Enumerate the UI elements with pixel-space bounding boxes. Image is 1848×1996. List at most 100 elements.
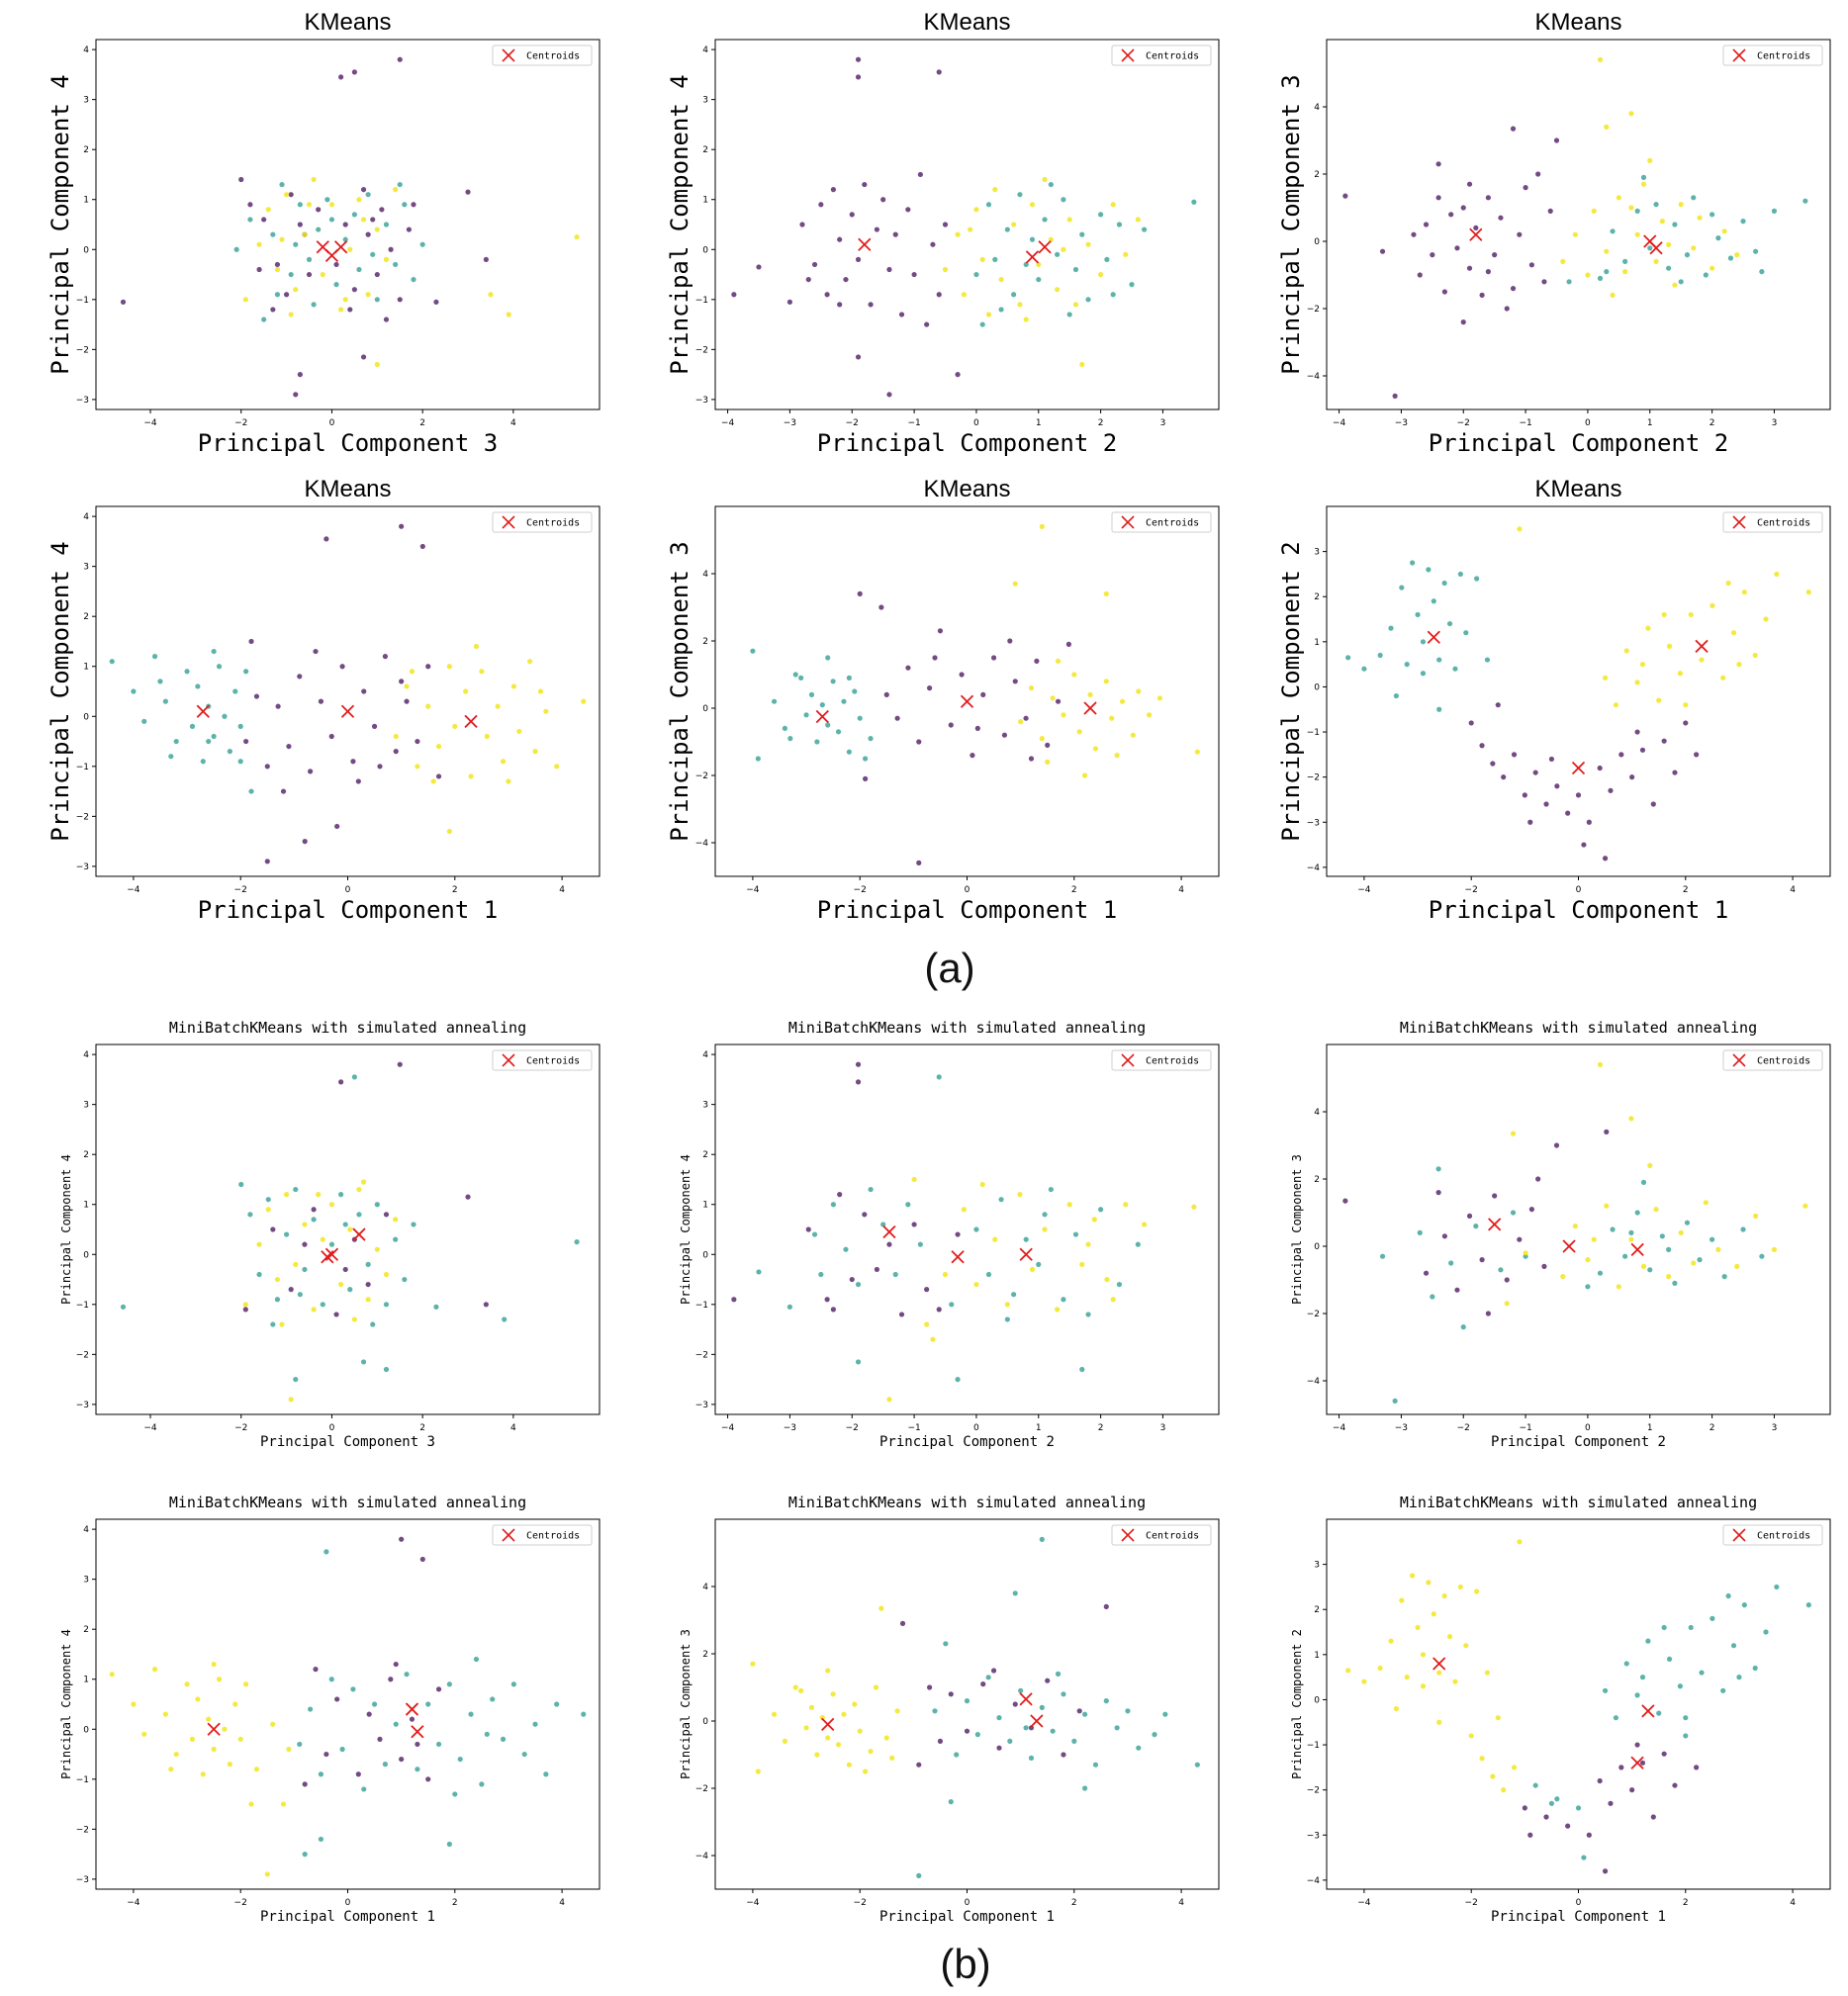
data-point-yellow (1039, 736, 1045, 742)
data-point-teal (1039, 1704, 1045, 1710)
data-point-teal (843, 1246, 849, 1252)
data-point-teal (1079, 1366, 1085, 1373)
data-point-teal (1141, 227, 1148, 232)
x-tick-label: 4 (510, 418, 516, 428)
data-point-teal (306, 256, 313, 262)
y-tick-label: 4 (702, 1050, 708, 1060)
data-point-yellow (803, 1725, 809, 1731)
x-tick-label: −2 (234, 1898, 247, 1908)
x-tick-label: −3 (1395, 418, 1408, 428)
data-point-teal (996, 1715, 1002, 1721)
data-point-teal (227, 749, 232, 755)
data-point-purple (1392, 393, 1398, 399)
data-point-yellow (955, 231, 961, 237)
data-point-yellow (819, 1715, 825, 1721)
data-point-teal (1023, 261, 1029, 268)
data-point-yellow (500, 759, 507, 765)
data-point-teal (279, 181, 285, 188)
data-point-purple (1554, 783, 1560, 789)
data-point-teal (256, 1271, 262, 1278)
data-point-purple (1639, 1760, 1646, 1766)
y-tick-label: 2 (83, 612, 89, 622)
data-point-teal (1661, 1624, 1667, 1631)
data-point-yellow (463, 688, 469, 694)
data-point-purple (1629, 774, 1635, 780)
data-point-purple (1034, 658, 1040, 665)
data-point-purple (731, 1297, 737, 1303)
data-point-purple (818, 202, 824, 208)
centroid-marker (815, 709, 829, 724)
data-point-yellow (808, 1704, 815, 1710)
centroid-marker (1025, 250, 1040, 264)
data-point-purple (855, 74, 862, 80)
data-point-purple (932, 655, 938, 661)
data-point-teal (1645, 1638, 1651, 1644)
y-tick-label: 4 (83, 45, 89, 55)
data-point-purple (248, 638, 254, 645)
legend-box (1111, 1049, 1212, 1071)
data-point-purple (297, 222, 303, 227)
data-point-teal (574, 1239, 580, 1245)
x-tick-label: 4 (1178, 885, 1184, 895)
y-tick-label: −1 (695, 1301, 708, 1311)
data-point-purple (916, 739, 922, 745)
x-tick-label: 4 (510, 1423, 516, 1433)
data-point-teal (446, 1681, 452, 1687)
data-point-teal (1597, 1270, 1604, 1276)
data-point-yellow (973, 207, 979, 213)
y-tick-label: −2 (76, 345, 89, 355)
data-point-teal (248, 788, 254, 794)
y-tick-label: −2 (1307, 773, 1320, 783)
data-point-teal (1697, 1257, 1703, 1263)
data-point-teal (1640, 174, 1647, 180)
data-point-yellow (274, 266, 281, 273)
y-tick-label: −1 (695, 296, 708, 306)
data-point-teal (211, 648, 217, 655)
axes-frame (1326, 39, 1831, 410)
data-point-yellow (924, 1321, 930, 1327)
y-tick-label: −2 (695, 1784, 708, 1794)
chart-title: KMeans (923, 476, 1010, 502)
data-point-purple (930, 241, 936, 247)
x-tick-label: 1 (1036, 418, 1042, 428)
data-point-yellow (1194, 749, 1200, 755)
data-point-yellow (1572, 231, 1578, 237)
data-point-purple (419, 1556, 425, 1563)
data-point-yellow (516, 728, 522, 735)
data-point-yellow (835, 1742, 842, 1748)
data-point-yellow (195, 1696, 201, 1702)
data-point-purple (899, 1620, 906, 1626)
data-point-yellow (1420, 1683, 1427, 1689)
data-point-purple (377, 1736, 383, 1742)
data-point-yellow (468, 773, 474, 779)
centroid-marker (1562, 1239, 1576, 1253)
data-point-purple (830, 1307, 836, 1313)
data-point-teal (1072, 266, 1079, 273)
data-point-yellow (1110, 202, 1116, 208)
data-point-yellow (1410, 1573, 1416, 1579)
data-point-yellow (1523, 1250, 1528, 1256)
legend: Centroids (1722, 511, 1823, 533)
data-point-teal (1345, 655, 1351, 661)
x-tick-label: 0 (1585, 418, 1591, 428)
legend: Centroids (1722, 1524, 1823, 1546)
data-point-yellow (1495, 1715, 1501, 1721)
data-point-yellow (1085, 1241, 1091, 1247)
legend-box (1722, 45, 1823, 66)
data-point-yellow (1050, 695, 1056, 701)
y-tick-label: 3 (1314, 1561, 1320, 1571)
data-point-yellow (1741, 590, 1747, 595)
data-point-teal (521, 1751, 527, 1758)
data-point-teal (1709, 1615, 1715, 1621)
data-point-purple (409, 1716, 416, 1722)
data-point-yellow (1036, 261, 1042, 268)
data-point-purple (393, 1661, 399, 1668)
data-point-purple (862, 181, 868, 188)
data-point-yellow (274, 1276, 281, 1283)
data-point-purple (1466, 181, 1473, 187)
data-point-purple (316, 207, 322, 213)
y-tick-label: −3 (695, 396, 708, 406)
x-axis-label: Principal Component 1 (1429, 896, 1728, 924)
data-point-purple (247, 202, 253, 208)
data-point-yellow (1604, 248, 1610, 254)
